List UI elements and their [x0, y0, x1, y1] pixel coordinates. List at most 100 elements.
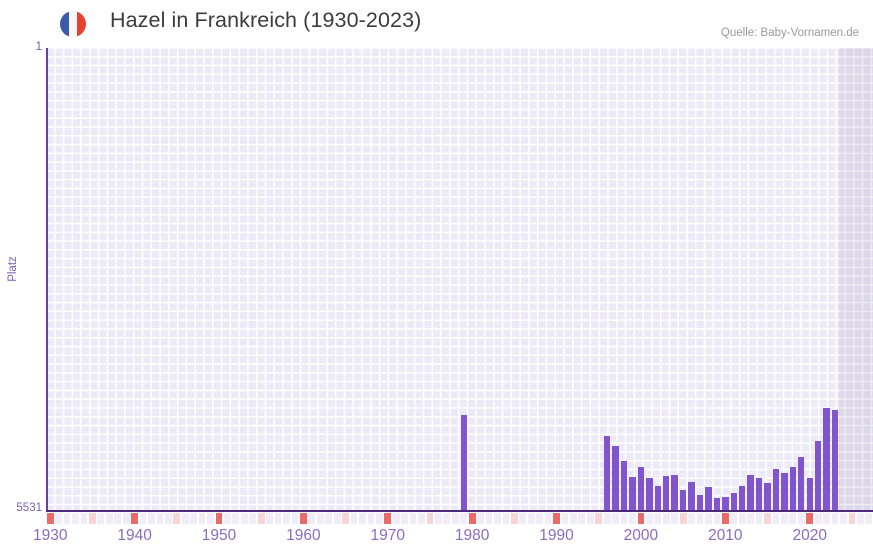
bar-2015 — [764, 483, 771, 511]
flag-band-white — [68, 11, 78, 37]
year-marker-1993 — [578, 513, 586, 524]
year-marker-1936 — [97, 513, 105, 524]
bar-2020 — [806, 478, 813, 511]
year-marker-2006 — [688, 513, 695, 524]
year-marker-1946 — [181, 513, 189, 524]
year-marker-2016 — [772, 513, 780, 524]
year-marker-2004 — [671, 513, 679, 524]
year-marker-2012 — [738, 513, 746, 524]
x-tick-1970: 1970 — [370, 527, 406, 544]
year-marker-1958 — [283, 513, 290, 524]
chart-header: Hazel in Frankreich (1930-2023) Quelle: … — [0, 0, 873, 46]
year-marker-2010 — [721, 513, 729, 524]
year-marker-1933 — [72, 513, 79, 524]
year-marker-1952 — [232, 513, 240, 524]
year-marker-1984 — [502, 513, 510, 524]
year-marker-1971 — [392, 513, 400, 524]
year-marker-1932 — [63, 513, 71, 524]
year-marker-2013 — [747, 513, 754, 524]
year-marker-1992 — [570, 513, 577, 524]
bar-2001 — [646, 478, 653, 511]
year-marker-1967 — [359, 513, 366, 524]
year-marker-2000 — [637, 513, 645, 524]
x-tick-2020: 2020 — [792, 527, 827, 544]
year-marker-2018 — [789, 513, 797, 524]
year-marker-1954 — [249, 513, 257, 524]
year-marker-2001 — [645, 513, 653, 524]
year-marker-2007 — [696, 513, 704, 524]
year-marker-1978 — [451, 513, 459, 524]
year-marker-2015 — [764, 513, 771, 524]
year-marker-1956 — [266, 513, 273, 524]
year-marker-1976 — [435, 513, 442, 524]
year-marker-1970 — [384, 513, 392, 524]
year-marker-1980 — [468, 513, 476, 524]
bar-2008 — [705, 487, 712, 511]
plot-area — [46, 48, 873, 511]
year-marker-1969 — [375, 513, 383, 524]
bar-2023 — [831, 409, 839, 511]
year-marker-2017 — [781, 513, 788, 524]
year-marker-1943 — [156, 513, 164, 524]
year-marker-1981 — [477, 513, 484, 524]
year-marker-1974 — [418, 513, 425, 524]
bar-2000 — [637, 466, 645, 511]
year-marker-1965 — [342, 513, 349, 524]
year-marker-1966 — [350, 513, 358, 524]
y-axis-line — [46, 48, 48, 511]
bar-2004 — [671, 474, 678, 511]
source-credit: Quelle: Baby-Vornamen.de — [720, 27, 859, 39]
flag-band-blue — [60, 11, 69, 37]
year-marker-1988 — [536, 513, 544, 524]
year-marker-2011 — [730, 513, 738, 524]
year-marker-2025 — [848, 513, 856, 524]
bar-2003 — [663, 475, 670, 511]
x-tick-1940: 1940 — [117, 527, 152, 544]
year-marker-1991 — [561, 513, 569, 524]
year-marker-1997 — [612, 513, 619, 524]
year-marker-1947 — [190, 513, 198, 524]
year-marker-1931 — [55, 513, 63, 524]
year-marker-1964 — [333, 513, 341, 524]
year-marker-1990 — [553, 513, 560, 524]
x-tick-2000: 2000 — [623, 527, 659, 544]
year-marker-1972 — [401, 513, 409, 524]
year-marker-1982 — [485, 513, 493, 524]
x-axis-line — [46, 510, 873, 512]
bar-2019 — [798, 457, 805, 511]
year-marker-1939 — [122, 513, 130, 524]
year-marker-1959 — [291, 513, 299, 524]
year-marker-1940 — [131, 513, 138, 524]
bar-1999 — [629, 476, 636, 511]
bar-1996 — [603, 435, 611, 511]
year-marker-1949 — [207, 513, 214, 524]
year-marker-1973 — [409, 513, 417, 524]
year-marker-1975 — [426, 513, 434, 524]
year-marker-1938 — [114, 513, 122, 524]
year-marker-1963 — [325, 513, 333, 524]
bar-2014 — [755, 478, 763, 511]
year-marker-1987 — [527, 513, 535, 524]
year-marker-1989 — [544, 513, 552, 524]
year-marker-1962 — [316, 513, 324, 524]
year-marker-1941 — [139, 513, 147, 524]
year-marker-2005 — [679, 513, 687, 524]
year-marker-1979 — [460, 513, 468, 524]
year-marker-1994 — [586, 513, 594, 524]
year-marker-1957 — [274, 513, 282, 524]
bar-2005 — [679, 490, 687, 511]
year-marker-1968 — [367, 513, 375, 524]
x-tick-1990: 1990 — [539, 527, 574, 544]
y-axis-tick-bottom: 5531 — [16, 502, 42, 514]
year-marker-2021 — [814, 513, 822, 524]
bar-2010 — [722, 496, 729, 511]
year-marker-1953 — [240, 513, 248, 524]
year-marker-2019 — [797, 513, 805, 524]
year-marker-1930 — [46, 513, 54, 524]
x-axis-tick-labels: 1930 1940 1950 1960 1970 1980 1990 2000 2010 2020 — [33, 527, 873, 549]
year-marker-1945 — [173, 513, 181, 524]
bar-1979 — [460, 414, 467, 511]
year-marker-2027 — [865, 513, 873, 524]
year-marker-1960 — [300, 513, 307, 524]
year-marker-1998 — [620, 513, 628, 524]
